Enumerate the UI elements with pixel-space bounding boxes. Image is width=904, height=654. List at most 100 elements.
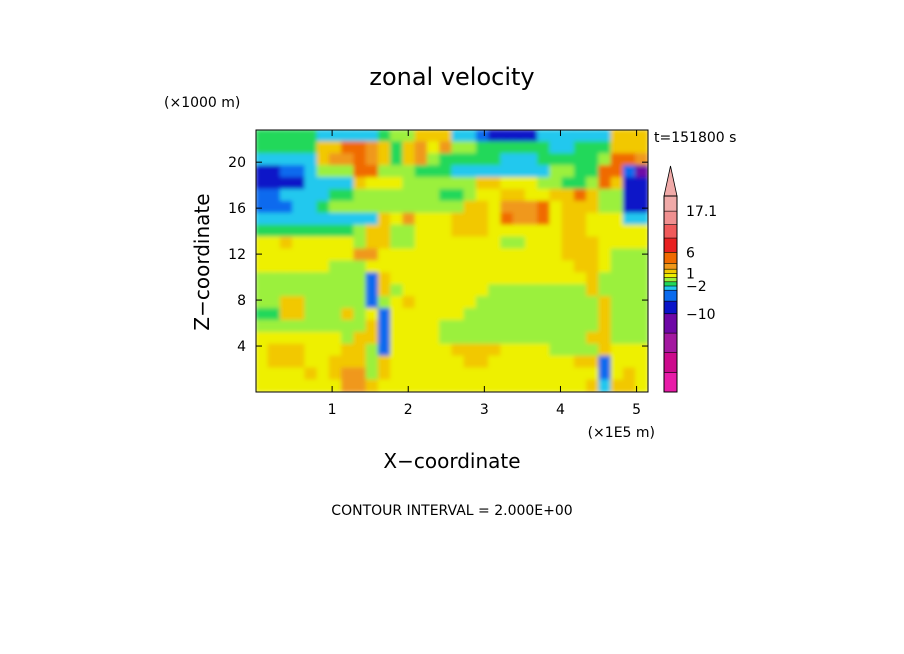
field-cell: [622, 248, 637, 262]
field-cell: [414, 296, 429, 310]
field-cell: [586, 188, 600, 203]
field-cell: [256, 153, 269, 167]
field-cell: [304, 141, 318, 155]
field-cell: [524, 308, 539, 322]
field-cell: [463, 343, 478, 357]
field-cell: [463, 355, 478, 369]
colorbar-label: −10: [686, 307, 716, 323]
field-cell: [561, 224, 576, 238]
field-cell: [573, 319, 588, 334]
field-cell: [304, 284, 318, 298]
field-cell: [256, 200, 269, 214]
field-cell: [635, 331, 648, 345]
field-cell: [549, 343, 563, 357]
field-cell: [561, 236, 576, 250]
field-cell: [463, 319, 478, 334]
field-cell: [488, 141, 502, 155]
field-cell: [598, 343, 612, 357]
colorbar-segment: [664, 301, 677, 314]
field-cell: [304, 367, 318, 381]
field-cell: [426, 177, 441, 191]
field-cell: [402, 177, 416, 191]
field-cell: [451, 260, 465, 274]
field-cell: [622, 130, 637, 143]
field-cell: [635, 343, 648, 357]
field-cell: [549, 141, 563, 155]
colorbar-segment: [664, 224, 677, 239]
field-cell: [256, 355, 269, 369]
field-cell: [549, 379, 563, 392]
field-cell: [439, 319, 453, 334]
field-cell: [256, 141, 269, 155]
field-cell: [561, 212, 576, 226]
field-cell: [390, 248, 404, 262]
field-cell: [256, 177, 269, 191]
field-cell: [549, 188, 563, 203]
field-cell: [573, 165, 588, 179]
field-cell: [365, 188, 380, 203]
field-cell: [500, 296, 514, 310]
field-cell: [402, 165, 416, 179]
field-cell: [256, 343, 269, 357]
field-cell: [451, 141, 465, 155]
field-cell: [488, 200, 502, 214]
field-cell: [353, 367, 367, 381]
field-cell: [512, 212, 527, 226]
field-cell: [279, 296, 294, 310]
field-cell: [463, 224, 478, 238]
field-cell: [426, 200, 441, 214]
field-cell: [304, 296, 318, 310]
field-cell: [537, 200, 551, 214]
field-cell: [512, 272, 527, 286]
field-cell: [598, 296, 612, 310]
field-cell: [341, 141, 355, 155]
field-cell: [549, 272, 563, 286]
field-cell: [353, 130, 367, 143]
field-cell: [586, 130, 600, 143]
field-cell: [488, 212, 502, 226]
field-cell: [402, 379, 416, 392]
y-tick-label: 16: [228, 201, 246, 217]
field-cell: [256, 308, 269, 322]
field-cell: [267, 141, 282, 155]
field-cell: [439, 130, 453, 143]
field-cell: [328, 177, 343, 191]
field-cell: [390, 224, 404, 238]
field-cell: [586, 343, 600, 357]
field-cell: [414, 200, 429, 214]
field-cell: [365, 165, 380, 179]
field-cell: [279, 308, 294, 322]
y-tick-label: 20: [228, 155, 246, 171]
field-cell: [475, 319, 490, 334]
field-cell: [328, 248, 343, 262]
field-cell: [353, 188, 367, 203]
field-cell: [341, 260, 355, 274]
field-cell: [414, 153, 429, 167]
field-cell: [402, 272, 416, 286]
field-cell: [341, 343, 355, 357]
field-cell: [622, 379, 637, 392]
field-cell: [512, 260, 527, 274]
field-cell: [524, 319, 539, 334]
field-cell: [537, 343, 551, 357]
field-cell: [390, 260, 404, 274]
field-cell: [377, 200, 392, 214]
field-cell: [463, 177, 478, 191]
field-cell: [256, 130, 269, 143]
field-cell: [316, 212, 331, 226]
field-cell: [390, 236, 404, 250]
field-cell: [341, 331, 355, 345]
field-cell: [635, 296, 648, 310]
field-cell: [304, 153, 318, 167]
field-cell: [328, 200, 343, 214]
field-cell: [390, 165, 404, 179]
field-cell: [598, 367, 612, 381]
field-cell: [463, 260, 478, 274]
field-cell: [463, 367, 478, 381]
field-cell: [267, 248, 282, 262]
colorbar-segment: [664, 277, 677, 282]
field-cell: [537, 296, 551, 310]
field-cell: [365, 308, 380, 322]
field-cell: [610, 248, 625, 262]
field-cell: [353, 236, 367, 250]
